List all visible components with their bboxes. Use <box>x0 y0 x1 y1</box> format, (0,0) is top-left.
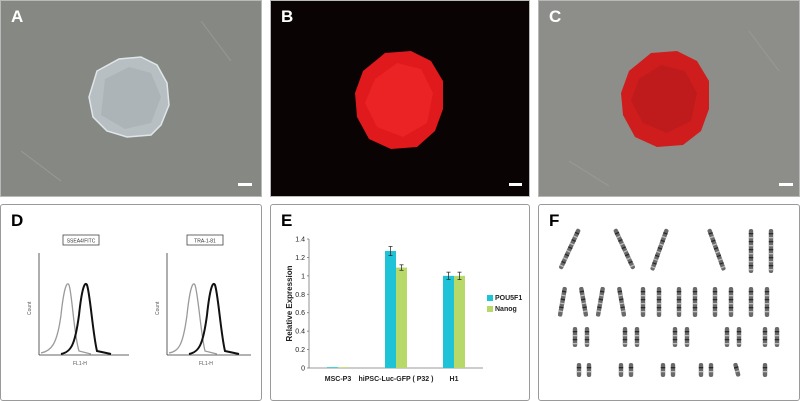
chromosome <box>762 327 768 347</box>
fluorescence-image <box>271 1 529 196</box>
chromosome <box>707 228 726 271</box>
panel-b: B <box>270 0 530 197</box>
category-label: hiPSC-Luc-GFP ( P32 ) <box>359 376 434 383</box>
chromosome <box>762 363 768 377</box>
panel-letter: F <box>549 211 560 230</box>
chromosome <box>672 327 678 347</box>
chromosome <box>617 286 627 317</box>
chromosome <box>748 229 754 273</box>
bar-nanog <box>396 267 407 368</box>
chromosome <box>576 363 582 377</box>
chromosome <box>692 287 698 317</box>
y-tick-label: 0.6 <box>295 310 305 317</box>
chromosome <box>650 228 669 271</box>
bar-pou5f1 <box>327 367 338 368</box>
chromosome <box>622 327 628 347</box>
panel-letter: C <box>549 7 562 26</box>
histogram-label-box <box>62 234 100 246</box>
chromosome <box>618 363 624 377</box>
chromosome <box>684 327 690 347</box>
chromosome <box>748 287 754 317</box>
y-tick-label: 1.2 <box>295 255 305 262</box>
chromosome <box>670 363 676 377</box>
histogram-label: TRA-1-81 <box>194 239 216 245</box>
scale-bar <box>509 183 522 186</box>
phase-contrast-image <box>1 1 261 196</box>
panel-e: E 0 0.2 0.4 0.6 0.8 1 1.2 1.4 Relative Expressio… <box>270 204 530 401</box>
chromosome <box>712 287 718 317</box>
chromosome <box>557 286 567 317</box>
histogram-xlabel: FL1-H <box>73 361 87 367</box>
category-label: H1 <box>450 376 459 383</box>
chromosome <box>572 327 578 347</box>
histogram-ylabel: Count <box>27 301 33 315</box>
legend-label: POU5F1 <box>495 295 522 302</box>
scale-bar <box>779 183 793 186</box>
histogram-ylabel: Count <box>155 301 161 315</box>
chromosome <box>676 287 682 317</box>
chromosome <box>736 327 742 347</box>
panel-f: F <box>538 204 800 401</box>
panel-a: A <box>0 0 262 197</box>
chromosome <box>764 287 770 317</box>
chromosome <box>708 363 714 377</box>
chromosome <box>733 362 741 377</box>
histogram-label-box <box>186 234 224 246</box>
chromosome <box>640 287 646 317</box>
chromosome <box>613 228 635 270</box>
category-label: MSC-P3 <box>325 376 352 383</box>
chromosome <box>586 363 592 377</box>
y-tick-label: 1 <box>301 273 305 280</box>
chromosome <box>774 327 780 347</box>
bar-pou5f1 <box>385 250 396 368</box>
panel-letter: E <box>281 211 293 230</box>
histogram-xlabel: FL1-H <box>199 361 213 367</box>
chromosome <box>724 327 730 347</box>
scale-bar <box>238 183 252 186</box>
bar-pou5f1 <box>443 275 454 368</box>
karyotype-image <box>557 228 780 377</box>
chromosome <box>698 363 704 377</box>
legend-label: Nanog <box>495 306 517 313</box>
y-tick-label: 0.8 <box>295 292 305 299</box>
chromosome <box>656 287 662 317</box>
chromosome <box>634 327 640 347</box>
legend-swatch <box>487 306 493 312</box>
y-tick-label: 0.2 <box>295 347 305 354</box>
y-tick-label: 1.4 <box>295 237 305 244</box>
y-axis-label: Relative Expression <box>285 265 294 341</box>
panel-letter: A <box>11 7 24 26</box>
y-tick-label: 0 <box>301 366 305 373</box>
bar-nanog <box>338 367 349 368</box>
panel-d: D SSEA4/FITC Count FL1-H TRA-1-81 Count … <box>0 204 262 401</box>
chromosome <box>728 287 734 317</box>
chromosome <box>595 286 605 317</box>
y-tick-label: 0.4 <box>295 329 305 336</box>
panel-c: C <box>538 0 800 197</box>
panel-letter: D <box>11 211 24 230</box>
legend-swatch <box>487 295 493 301</box>
flow-histograms: SSEA4/FITC Count FL1-H TRA-1-81 Count FL… <box>27 234 251 367</box>
chromosome <box>768 229 774 273</box>
bar-nanog <box>454 275 465 368</box>
chromosome <box>579 286 589 317</box>
chromosome <box>628 363 634 377</box>
relative-expression-chart: 0 0.2 0.4 0.6 0.8 1 1.2 1.4 Relative Expression M… <box>285 237 522 384</box>
histogram-label: SSEA4/FITC <box>67 239 96 245</box>
chromosome <box>584 327 590 347</box>
panel-letter: B <box>281 7 294 26</box>
merged-image <box>539 1 799 196</box>
chromosome <box>660 363 666 377</box>
chromosome <box>559 228 581 270</box>
